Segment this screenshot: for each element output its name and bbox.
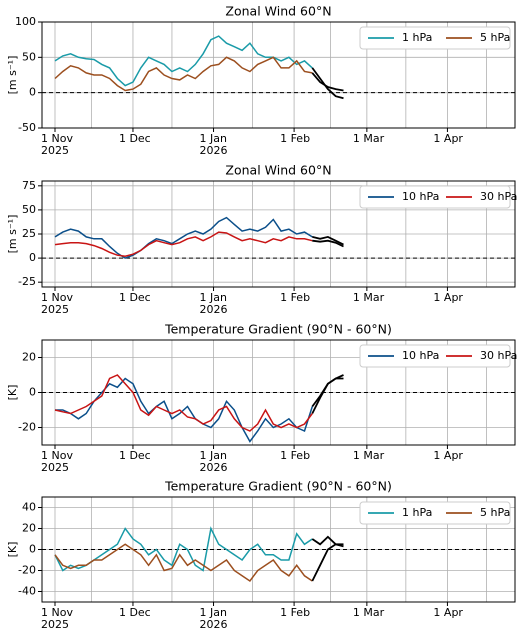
y-tick-label: 0: [29, 386, 36, 399]
x-tick-label: 1 Dec: [118, 606, 151, 619]
x-tick-label: 1 Feb: [280, 132, 311, 145]
y-axis-label: [K]: [6, 542, 19, 558]
y-tick-label: -40: [18, 585, 36, 598]
y-tick-label: 40: [22, 501, 36, 514]
x-tick-label: 1 Nov 2025: [40, 606, 73, 631]
x-tick-label: 1 Feb: [280, 606, 311, 619]
y-tick-label: 0: [29, 543, 36, 556]
x-tick-label: 1 Nov 2025: [40, 132, 73, 157]
series-line: [54, 56, 313, 92]
x-tick-label: 1 Jan 2026: [199, 449, 228, 474]
series-line: [311, 72, 344, 92]
x-tick-label: 1 Jan 2026: [199, 132, 228, 157]
x-tick-label: 1 Mar: [352, 291, 385, 304]
y-tick-label: 20: [22, 351, 36, 364]
y-tick-label: 25: [22, 227, 36, 240]
x-tick-label: 1 Apr: [433, 449, 463, 462]
series-line: [54, 543, 313, 583]
y-tick-label: 75: [22, 179, 36, 192]
y-tick-label: -20: [18, 421, 36, 434]
series-line: [54, 374, 313, 432]
x-tick-label: 1 Nov 2025: [40, 291, 73, 316]
legend-box: [359, 185, 511, 209]
y-axis-label: [K]: [6, 385, 19, 401]
legend-label: 1 hPa: [402, 506, 432, 519]
y-axis-label: [m s⁻¹]: [6, 215, 19, 254]
y-tick-label: 100: [15, 15, 36, 28]
series-line: [54, 526, 313, 572]
legend-box: [359, 344, 511, 368]
axes-frame: [41, 21, 516, 129]
series-line: [54, 231, 313, 257]
legend-box: [359, 26, 511, 50]
x-tick-label: 1 Feb: [280, 449, 311, 462]
x-tick-label: 1 Jan 2026: [199, 291, 228, 316]
x-tick-label: 1 Feb: [280, 291, 311, 304]
x-tick-label: 1 Apr: [433, 132, 463, 145]
legend-label: 10 hPa: [402, 190, 439, 203]
axes-frame: [41, 339, 516, 446]
y-tick-label: 0: [29, 251, 36, 264]
series-line: [55, 377, 314, 443]
series-line: [311, 67, 344, 100]
x-tick-label: 1 Nov 2025: [40, 449, 73, 474]
series-line: [311, 374, 344, 408]
legend-label: 30 hPa: [480, 190, 517, 203]
legend-label: 30 hPa: [480, 349, 517, 362]
legend-label: 1 hPa: [402, 31, 432, 44]
legend-label: 10 hPa: [402, 349, 439, 362]
y-axis-label: [m s⁻¹]: [6, 56, 19, 95]
x-tick-label: 1 Mar: [352, 449, 385, 462]
legend-label: 5 hPa: [480, 506, 510, 519]
chart-title: Zonal Wind 60°N: [225, 163, 331, 178]
x-tick-label: 1 Apr: [433, 291, 463, 304]
y-tick-label: -20: [18, 564, 36, 577]
y-tick-label: 50: [22, 50, 36, 63]
y-tick-label: 20: [22, 522, 36, 535]
axes-frame: [41, 496, 516, 603]
series-line: [311, 377, 344, 414]
x-tick-label: 1 Dec: [118, 132, 151, 145]
y-tick-label: -25: [18, 275, 36, 288]
legend-box: [359, 501, 511, 525]
x-tick-label: 1 Mar: [352, 606, 385, 619]
legend-label: 5 hPa: [480, 31, 510, 44]
chart-title: Zonal Wind 60°N: [225, 4, 331, 19]
chart-title: Temperature Gradient (90°N - 60°N): [164, 479, 392, 494]
axes-frame: [41, 180, 516, 288]
series-line: [311, 543, 344, 582]
x-tick-label: 1 Dec: [118, 449, 151, 462]
series-line: [54, 35, 313, 87]
y-tick-label: 0: [29, 86, 36, 99]
x-tick-label: 1 Jan 2026: [199, 606, 228, 631]
series-line: [312, 239, 344, 248]
series-line: [54, 216, 313, 259]
y-tick-label: -50: [18, 121, 36, 134]
series-line: [312, 235, 344, 246]
x-tick-label: 1 Apr: [433, 606, 463, 619]
y-tick-label: 50: [22, 203, 36, 216]
x-tick-label: 1 Mar: [352, 132, 385, 145]
chart-title: Temperature Gradient (90°N - 60°N): [164, 322, 392, 337]
x-tick-label: 1 Dec: [118, 291, 151, 304]
